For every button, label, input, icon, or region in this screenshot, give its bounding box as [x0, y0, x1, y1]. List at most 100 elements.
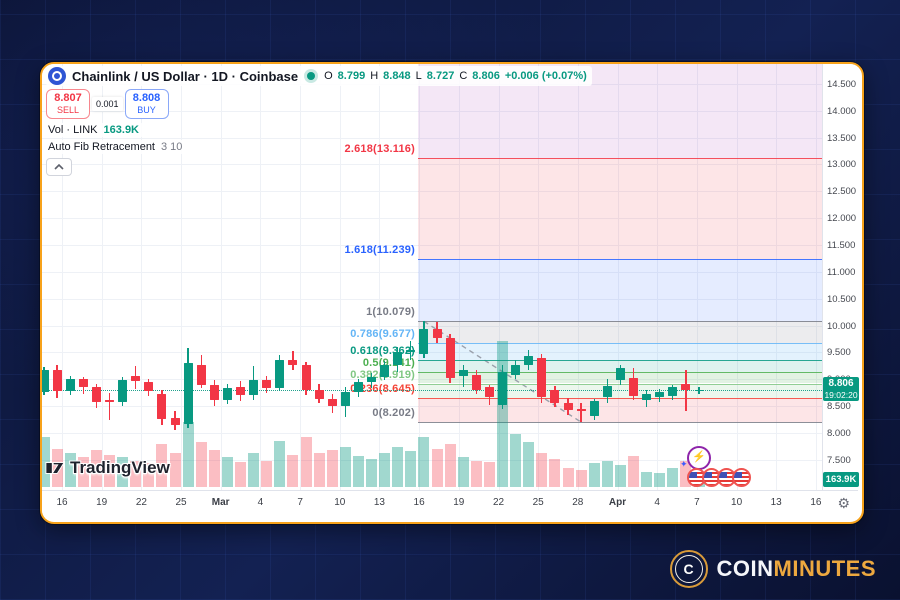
price-axis-label: 13.000	[827, 159, 857, 171]
fib-indicator-row[interactable]: Auto Fib Retracement 3 10	[46, 140, 188, 154]
gridline-vertical	[141, 64, 143, 490]
gridline-vertical	[736, 64, 738, 490]
candle	[576, 408, 586, 411]
price-axis-label: 13.500	[827, 132, 857, 144]
gridline-vertical	[458, 64, 460, 490]
candle	[367, 377, 376, 383]
ohlc-value: 8.727	[426, 70, 455, 82]
volume-bar	[195, 442, 207, 487]
time-axis-label: 13	[373, 497, 385, 508]
volume-bar	[274, 440, 286, 487]
candle	[222, 387, 232, 400]
volume-bar	[366, 459, 377, 487]
volume-bar	[536, 452, 548, 487]
candle	[249, 380, 259, 396]
lightning-sticker-icon[interactable]: ⚡ ✦	[680, 446, 711, 470]
last-price-time: 19:02:20	[824, 389, 858, 400]
candle	[301, 365, 311, 390]
gridline-vertical	[696, 64, 698, 490]
flag-sticker-icon[interactable]	[732, 468, 751, 487]
gridline-horizontal	[42, 271, 822, 273]
candle	[327, 398, 337, 407]
time-axis[interactable]: ⚙ 16 19 22 25 Mar 4 7 10 13 16 19 22 25 28 Apr 4 7 10 13 16	[42, 490, 858, 519]
fib-level-label: 2.618(13.116)	[344, 143, 415, 156]
volume-indicator-row[interactable]: Vol · LINK 163.9K	[46, 123, 145, 137]
price-axis[interactable]: 8.806 19:02:20 163.9K 14.500 14.000 13.500…	[822, 64, 859, 490]
indicator-name: Auto Fib Retracement	[48, 141, 155, 153]
flag-sticker-icon[interactable]	[717, 468, 736, 487]
gridline-vertical	[220, 64, 222, 490]
price-axis-label: 11.000	[827, 266, 856, 278]
brand-minutes-text: MINUTES	[773, 556, 876, 581]
fib-level-label: 0.786(9.677)	[350, 327, 415, 340]
volume-bar	[287, 454, 299, 487]
ohlc-key: L	[415, 70, 422, 82]
candle	[629, 378, 638, 397]
gridline-vertical	[260, 64, 262, 490]
candle	[52, 370, 62, 391]
tradingview-chart-panel: ⚡ ✦ TradingView 2.618(13.116) 1.618(11.239…	[40, 62, 864, 524]
ohlc-value: 8.848	[383, 70, 411, 82]
symbol-title[interactable]: Chainlink / US Dollar · 1D · Coinbase	[72, 68, 299, 84]
price-axis-label: 7.500	[827, 454, 851, 466]
time-axis-label: 13	[770, 497, 782, 508]
volume-bar	[339, 446, 351, 487]
volume-bar	[64, 452, 76, 487]
price-axis-label: 12.500	[827, 186, 857, 198]
time-axis-label: 22	[135, 497, 147, 508]
price-axis-label: 10.500	[827, 293, 857, 305]
gridline-horizontal	[42, 459, 822, 461]
volume-bar	[117, 457, 129, 487]
candle	[288, 359, 298, 366]
volume-bar	[510, 434, 522, 487]
gridline-horizontal	[42, 164, 822, 166]
fib-level-line	[417, 342, 822, 344]
sell-button[interactable]: 8.807 SELL	[46, 89, 90, 119]
price-axis-label: 14.500	[827, 78, 857, 90]
price-axis-label: 10.000	[827, 320, 857, 332]
flag-blue-field	[719, 472, 727, 478]
gridline-horizontal	[42, 137, 822, 139]
candle	[91, 387, 101, 402]
flag-sticker-icon[interactable]	[702, 468, 721, 487]
candle	[105, 399, 114, 402]
gridline-vertical	[657, 64, 659, 490]
flag-blue-field	[734, 472, 742, 478]
gridline-horizontal	[42, 191, 822, 193]
gridline-horizontal	[42, 298, 822, 300]
tradingview-logo-icon	[45, 462, 65, 474]
candle	[144, 382, 154, 392]
fib-level-label: 0.618(9.362)	[350, 344, 415, 357]
candle-wick	[685, 370, 687, 412]
candle	[537, 357, 547, 398]
candle	[681, 383, 691, 390]
candle	[209, 384, 219, 400]
volume-bar	[470, 461, 482, 487]
fib-level-label: 0(8.202)	[372, 407, 415, 420]
volume-bar	[104, 454, 115, 487]
buy-button[interactable]: 8.808 BUY	[124, 89, 169, 119]
time-axis-label: 16	[56, 497, 68, 508]
candle	[353, 382, 363, 393]
gridline-vertical	[577, 64, 579, 490]
volume-label: Vol · LINK	[48, 124, 98, 136]
fib-band	[417, 342, 822, 360]
price-change: +0.006 (+0.07%)	[504, 70, 587, 82]
candle	[275, 359, 285, 389]
watermark-text: TradingView	[70, 458, 170, 477]
coinminutes-coin-icon: C	[669, 550, 708, 588]
volume-bar	[549, 459, 561, 487]
time-axis-label: 22	[492, 497, 505, 508]
candle	[642, 394, 652, 401]
volume-bar	[680, 461, 692, 487]
axis-settings-gear-icon[interactable]: ⚙	[837, 495, 850, 511]
candle	[498, 372, 507, 405]
collapse-legend-button[interactable]	[46, 158, 72, 176]
candle	[118, 379, 128, 402]
time-axis-label: 10	[334, 497, 346, 508]
time-axis-label: Mar	[211, 497, 230, 508]
coinminutes-wordmark: COINMINUTES	[717, 556, 877, 582]
time-axis-label: 7	[297, 497, 303, 508]
fib-level-line	[417, 259, 822, 260]
